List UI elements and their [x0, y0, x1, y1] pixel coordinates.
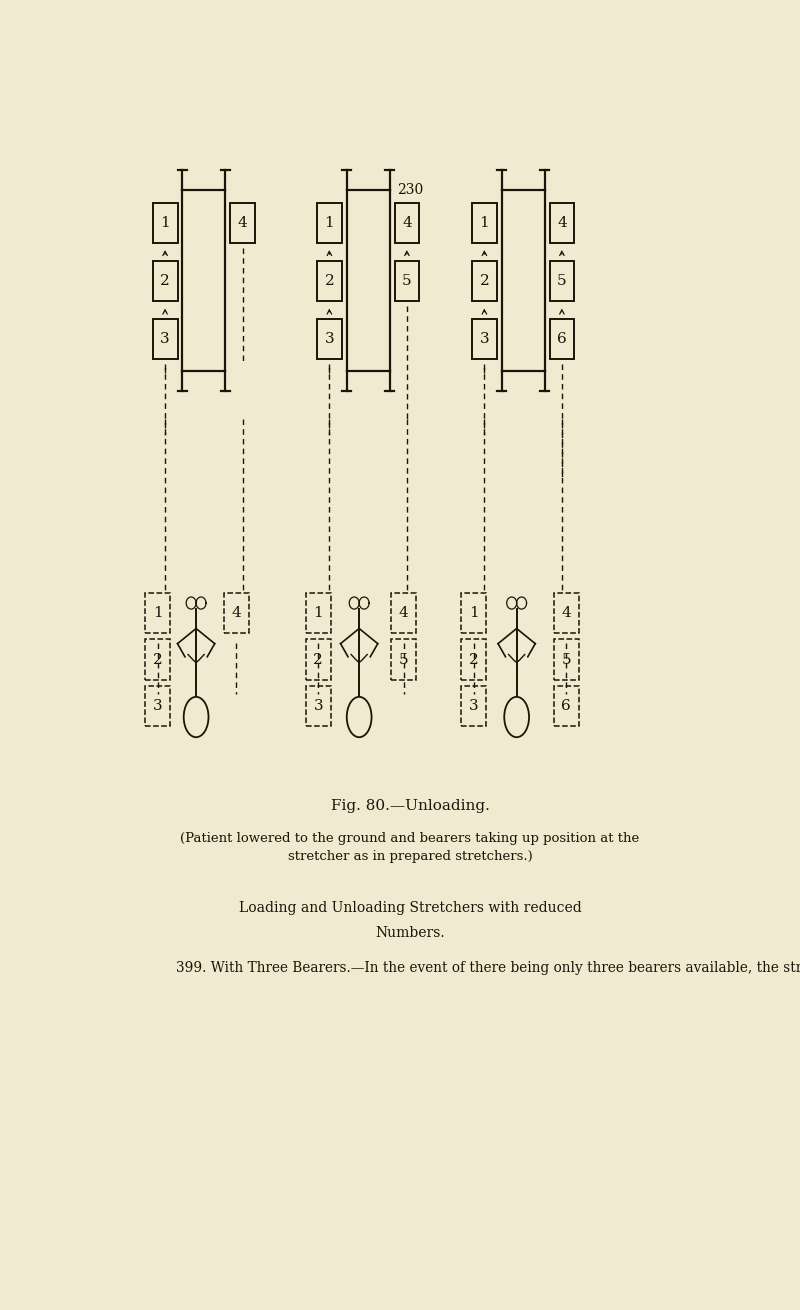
Bar — [554, 639, 578, 680]
Text: 399. With Three Bearers.—In the event of there being only three bearers availabl: 399. With Three Bearers.—In the event of… — [176, 962, 800, 975]
Bar — [554, 593, 578, 633]
Text: Numbers.: Numbers. — [375, 926, 445, 939]
Bar — [391, 639, 416, 680]
Bar — [306, 685, 330, 726]
Bar — [554, 685, 578, 726]
Bar — [146, 593, 170, 633]
Text: 2: 2 — [469, 652, 478, 667]
Text: 5: 5 — [562, 652, 571, 667]
Text: 4: 4 — [402, 216, 412, 229]
Text: 4: 4 — [399, 607, 409, 620]
Text: Fig. 80.—Unloading.: Fig. 80.—Unloading. — [330, 799, 490, 812]
Text: 3: 3 — [314, 700, 323, 713]
Text: 230: 230 — [397, 183, 423, 198]
Bar — [472, 203, 497, 242]
Bar — [306, 639, 330, 680]
Bar — [224, 593, 249, 633]
Bar — [146, 685, 170, 726]
Text: 2: 2 — [153, 652, 162, 667]
Bar — [153, 318, 178, 359]
Text: 3: 3 — [153, 700, 162, 713]
Bar — [462, 639, 486, 680]
Bar — [550, 261, 574, 301]
Text: 3: 3 — [160, 331, 170, 346]
Text: 1: 1 — [325, 216, 334, 229]
Bar — [317, 261, 342, 301]
Text: 1: 1 — [160, 216, 170, 229]
Text: 5: 5 — [557, 274, 566, 288]
Text: 2: 2 — [160, 274, 170, 288]
Bar — [146, 639, 170, 680]
Bar — [472, 318, 497, 359]
Text: 3: 3 — [469, 700, 478, 713]
Text: 4: 4 — [231, 607, 242, 620]
Text: 6: 6 — [562, 700, 571, 713]
Text: 4: 4 — [557, 216, 566, 229]
Bar — [462, 593, 486, 633]
Text: 4: 4 — [238, 216, 247, 229]
Text: (Patient lowered to the ground and bearers taking up position at the
stretcher a: (Patient lowered to the ground and beare… — [180, 832, 640, 863]
Bar — [306, 593, 330, 633]
Text: 2: 2 — [325, 274, 334, 288]
Bar — [394, 203, 419, 242]
Text: 5: 5 — [402, 274, 412, 288]
Text: 2: 2 — [314, 652, 323, 667]
Bar — [462, 685, 486, 726]
Text: Loading and Unloading Stretchers with reduced: Loading and Unloading Stretchers with re… — [238, 900, 582, 914]
Bar — [550, 203, 574, 242]
Bar — [394, 261, 419, 301]
Text: 1: 1 — [153, 607, 162, 620]
Text: 1: 1 — [479, 216, 490, 229]
Bar — [472, 261, 497, 301]
Bar — [391, 593, 416, 633]
Bar — [153, 261, 178, 301]
Bar — [230, 203, 255, 242]
Text: 5: 5 — [399, 652, 409, 667]
Bar — [550, 318, 574, 359]
Text: 1: 1 — [469, 607, 478, 620]
Text: 3: 3 — [325, 331, 334, 346]
Bar — [317, 203, 342, 242]
Text: 4: 4 — [562, 607, 571, 620]
Bar — [317, 318, 342, 359]
Text: 6: 6 — [557, 331, 566, 346]
Text: 2: 2 — [479, 274, 490, 288]
Bar — [153, 203, 178, 242]
Text: 1: 1 — [314, 607, 323, 620]
Text: 3: 3 — [479, 331, 490, 346]
